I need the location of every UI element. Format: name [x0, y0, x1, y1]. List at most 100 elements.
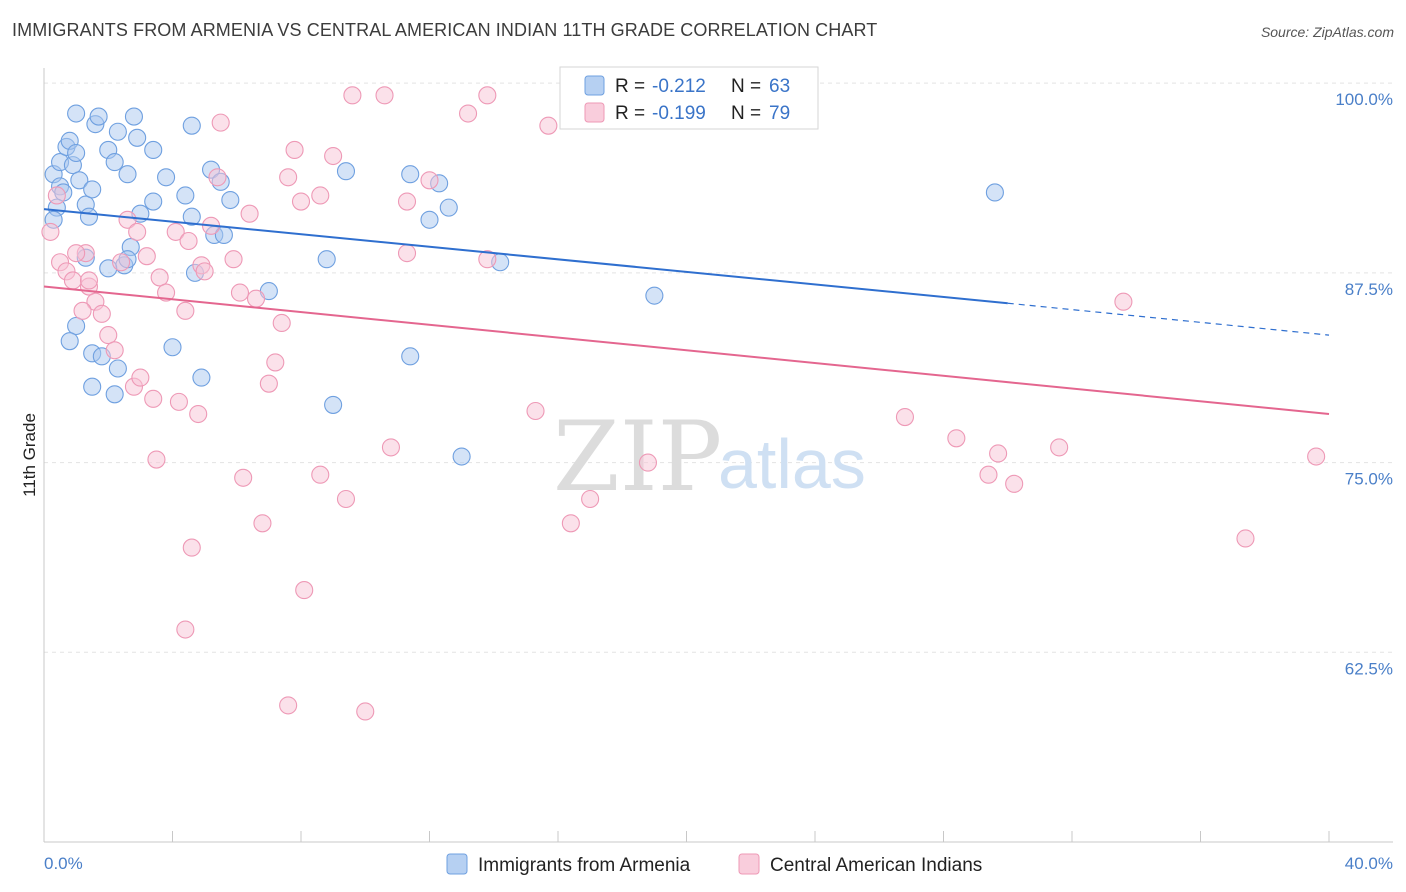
data-point	[63, 271, 82, 290]
data-point	[246, 289, 266, 308]
series-armenia-points	[44, 104, 1004, 466]
data-point	[79, 207, 99, 226]
data-point	[1050, 438, 1069, 457]
data-point	[83, 180, 102, 199]
data-point	[157, 168, 176, 187]
legend-r-value-2: -0.199	[652, 103, 706, 124]
data-point	[381, 438, 401, 457]
data-point	[92, 304, 111, 323]
data-point	[176, 620, 195, 639]
data-point	[182, 116, 201, 135]
data-point	[224, 250, 243, 269]
y-tick-labels: 100.0% 87.5% 75.0% 62.5%	[1335, 90, 1393, 678]
gridlines	[44, 82, 1393, 653]
watermark-atlas: atlas	[718, 425, 866, 503]
legend-r-value-1: -0.212	[652, 76, 706, 97]
data-point	[79, 271, 99, 290]
data-point	[526, 401, 545, 421]
x-tick-marks	[43, 831, 1330, 842]
data-point	[420, 171, 439, 190]
data-point	[253, 514, 272, 533]
data-point	[169, 392, 188, 411]
data-point	[150, 268, 169, 287]
data-points	[41, 86, 1326, 721]
data-point	[452, 447, 471, 466]
data-point	[272, 313, 291, 333]
source-label: Source: ZipAtlas.com	[1260, 24, 1394, 40]
data-point	[343, 86, 362, 105]
data-point	[285, 140, 304, 160]
data-point	[324, 146, 343, 166]
data-point	[67, 316, 86, 336]
series-legend-swatch-armenia	[446, 853, 468, 875]
series-legend: Immigrants from Armenia Central American…	[446, 853, 982, 876]
data-point	[157, 283, 176, 302]
data-point	[439, 198, 458, 217]
data-point	[112, 253, 131, 272]
legend-swatch-central-american	[584, 102, 605, 123]
data-point	[1114, 292, 1133, 311]
legend-swatch-armenia	[584, 75, 605, 96]
data-point	[259, 374, 278, 393]
data-point	[458, 104, 478, 123]
chart-title: IMMIGRANTS FROM ARMENIA VS CENTRAL AMERI…	[12, 20, 878, 40]
series-legend-label-armenia: Immigrants from Armenia	[478, 855, 691, 876]
data-point	[179, 231, 198, 251]
data-point	[166, 222, 185, 241]
y-tick-label: 87.5%	[1345, 280, 1393, 299]
data-point	[108, 359, 127, 378]
data-point	[478, 250, 497, 269]
data-point	[195, 262, 214, 281]
trend-lines	[43, 208, 1330, 416]
legend-n-label-1: N =	[731, 76, 761, 97]
data-point	[176, 301, 195, 320]
data-point	[182, 538, 201, 557]
data-point	[311, 186, 330, 205]
data-point	[67, 143, 86, 163]
data-point	[124, 107, 143, 126]
data-point	[182, 207, 201, 226]
stats-legend: R = -0.212 N = 63 R = -0.199 N = 79	[559, 66, 819, 130]
data-point	[131, 368, 150, 387]
data-point	[645, 286, 664, 305]
x-tick-label-right: 40.0%	[1345, 854, 1393, 873]
data-point	[144, 140, 163, 160]
data-point	[1005, 474, 1024, 493]
data-point	[73, 301, 92, 320]
data-point	[105, 385, 124, 404]
data-point	[356, 702, 375, 721]
data-point	[240, 204, 259, 223]
data-point	[163, 338, 182, 357]
data-point	[221, 190, 240, 210]
data-point	[478, 86, 497, 105]
watermark-zip: ZIP	[553, 401, 722, 513]
data-point	[70, 171, 89, 190]
trend-line-extension	[1007, 302, 1330, 336]
data-point	[979, 465, 998, 484]
data-point	[397, 244, 417, 263]
data-point	[189, 404, 208, 424]
x-tick-label-left: 0.0%	[44, 854, 83, 873]
data-point	[1236, 529, 1255, 548]
y-axis-label: 11th Grade	[20, 413, 39, 497]
legend-r-label-2: R =	[615, 103, 645, 124]
data-point	[137, 247, 156, 266]
data-point	[401, 165, 420, 184]
data-point	[895, 408, 915, 427]
data-point	[581, 489, 600, 509]
data-point	[420, 210, 439, 229]
data-point	[266, 353, 285, 372]
data-point	[989, 444, 1008, 463]
y-tick-label: 62.5%	[1345, 659, 1393, 678]
y-tick-label: 75.0%	[1345, 470, 1393, 489]
data-point	[67, 244, 86, 263]
data-point	[128, 128, 147, 147]
data-point	[108, 122, 127, 141]
data-point	[67, 104, 86, 123]
legend-n-value-1: 63	[769, 76, 790, 97]
data-point	[83, 377, 102, 396]
data-point	[539, 116, 558, 135]
data-point	[144, 192, 163, 211]
data-point	[211, 113, 230, 132]
data-point	[208, 168, 227, 187]
